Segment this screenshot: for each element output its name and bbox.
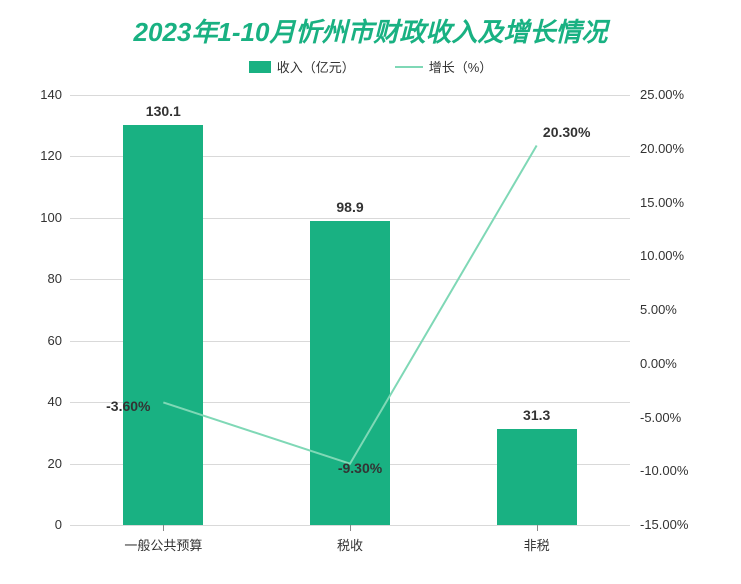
y-left-tick-label: 120 — [22, 148, 62, 163]
legend-bar-label: 收入（亿元） — [277, 57, 355, 76]
legend: 收入（亿元） 增长（%） — [0, 57, 741, 76]
y-right-tick-label: 15.00% — [640, 195, 700, 210]
y-right-tick-label: 0.00% — [640, 356, 700, 371]
y-right-tick-label: 5.00% — [640, 302, 700, 317]
y-right-tick-label: -10.00% — [640, 463, 700, 478]
y-right-tick-label: 20.00% — [640, 141, 700, 156]
x-axis-label: 税收 — [337, 535, 363, 554]
legend-swatch-bar — [249, 61, 271, 73]
line-value-label: 20.30% — [543, 124, 590, 140]
x-axis-label: 一般公共预算 — [124, 535, 202, 554]
y-left-tick-label: 80 — [22, 271, 62, 286]
y-left-tick-label: 100 — [22, 210, 62, 225]
legend-item-bar: 收入（亿元） — [249, 57, 355, 76]
y-right-tick-label: -15.00% — [640, 517, 700, 532]
line-value-label: -9.30% — [338, 460, 382, 476]
y-right-tick-label: -5.00% — [640, 410, 700, 425]
y-left-tick-label: 40 — [22, 394, 62, 409]
chart-title: 2023年1-10月忻州市财政收入及增长情况 — [0, 0, 741, 49]
x-tick — [350, 525, 351, 531]
legend-line-label: 增长（%） — [429, 57, 493, 76]
legend-swatch-line — [395, 66, 423, 68]
y-left-tick-label: 140 — [22, 87, 62, 102]
chart-container: 2023年1-10月忻州市财政收入及增长情况 收入（亿元） 增长（%） 0204… — [0, 0, 741, 584]
y-left-tick-label: 60 — [22, 333, 62, 348]
plot-area: 020406080100120140-15.00%-10.00%-5.00%0.… — [70, 95, 630, 525]
y-left-tick-label: 20 — [22, 456, 62, 471]
legend-item-line: 增长（%） — [395, 57, 493, 76]
x-tick — [163, 525, 164, 531]
x-tick — [537, 525, 538, 531]
x-axis-label: 非税 — [524, 535, 550, 554]
y-right-tick-label: 10.00% — [640, 248, 700, 263]
y-left-tick-label: 0 — [22, 517, 62, 532]
line-value-label: -3.60% — [106, 398, 150, 414]
y-right-tick-label: 25.00% — [640, 87, 700, 102]
